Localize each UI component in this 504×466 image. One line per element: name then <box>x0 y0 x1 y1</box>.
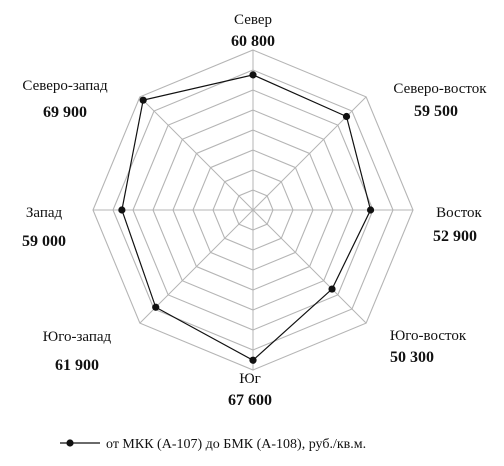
legend-label: от МКК (А-107) до БМК (А-108), руб./кв.м… <box>106 437 366 452</box>
category-label: Северо-восток <box>393 81 487 97</box>
value-label: 67 600 <box>228 392 272 409</box>
legend-marker <box>66 439 74 447</box>
data-point <box>366 206 375 214</box>
data-point <box>249 356 257 364</box>
value-label: 52 900 <box>433 228 477 245</box>
value-label: 69 900 <box>43 104 87 121</box>
category-label: Запад <box>26 205 63 221</box>
value-label: 60 800 <box>231 33 275 50</box>
value-label: 59 500 <box>414 103 458 120</box>
data-point <box>328 285 336 293</box>
data-point <box>118 206 126 214</box>
category-label: Восток <box>436 205 482 221</box>
axis-labels: Север 60 800 Северо-восток 59 500 Восток 52 9… <box>22 12 487 409</box>
data-point <box>139 96 147 104</box>
legend: от МКК (А-107) до БМК (А-108), руб./кв.м… <box>60 437 366 452</box>
category-label: Северо-запад <box>22 78 108 94</box>
data-point <box>249 71 257 79</box>
grid-spoke <box>139 209 254 324</box>
grid-spoke <box>252 209 367 324</box>
value-label: 50 300 <box>390 349 434 366</box>
series-line <box>121 74 372 361</box>
category-label: Юг <box>239 371 261 387</box>
data-point <box>342 112 351 121</box>
value-label: 59 000 <box>22 233 66 250</box>
category-label: Юго-запад <box>43 329 112 345</box>
grid-spoke <box>139 96 254 211</box>
value-label: 61 900 <box>55 357 99 374</box>
category-label: Юго-восток <box>390 328 467 344</box>
data-point <box>152 303 160 311</box>
series-layer <box>118 71 375 364</box>
radar-grid <box>92 49 414 371</box>
category-label: Север <box>234 12 272 28</box>
